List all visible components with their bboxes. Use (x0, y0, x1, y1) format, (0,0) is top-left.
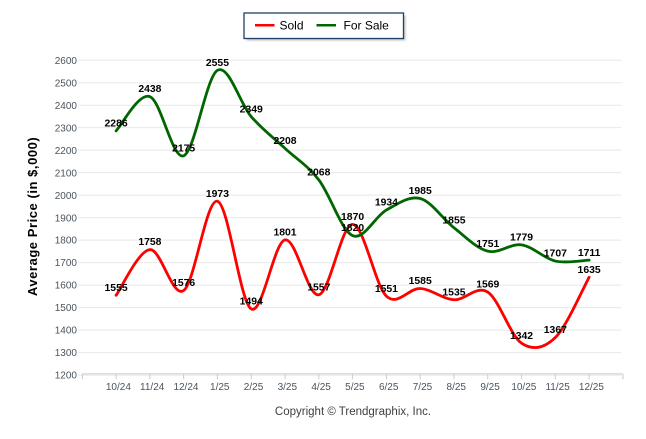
svg-text:1700: 1700 (55, 258, 78, 269)
svg-text:2600: 2600 (55, 56, 78, 67)
svg-text:1585: 1585 (409, 276, 432, 287)
svg-text:11/25: 11/25 (545, 382, 570, 393)
svg-text:For Sale: For Sale (344, 19, 390, 33)
svg-text:Copyright © Trendgraphix, Inc.: Copyright © Trendgraphix, Inc. (275, 406, 431, 418)
svg-text:9/25: 9/25 (480, 382, 500, 393)
svg-text:2400: 2400 (55, 101, 78, 112)
svg-text:1900: 1900 (55, 213, 78, 224)
svg-text:1855: 1855 (442, 215, 465, 226)
svg-text:10/25: 10/25 (511, 382, 536, 393)
svg-text:1576: 1576 (172, 278, 195, 289)
svg-text:2000: 2000 (55, 191, 78, 202)
svg-text:2500: 2500 (55, 78, 78, 89)
svg-text:1985: 1985 (409, 186, 432, 197)
svg-text:1300: 1300 (55, 348, 78, 359)
svg-text:Average Price (in $,000): Average Price (in $,000) (25, 137, 40, 296)
svg-text:1367: 1367 (544, 325, 567, 336)
svg-text:1551: 1551 (375, 284, 398, 295)
svg-text:1934: 1934 (375, 198, 398, 209)
svg-text:Sold: Sold (280, 19, 304, 33)
svg-text:6/25: 6/25 (379, 382, 399, 393)
svg-text:12/24: 12/24 (173, 382, 198, 393)
svg-text:1801: 1801 (273, 228, 296, 239)
svg-text:1973: 1973 (206, 189, 229, 200)
svg-text:10/24: 10/24 (106, 382, 131, 393)
svg-text:1820: 1820 (341, 223, 364, 234)
svg-text:3/25: 3/25 (278, 382, 298, 393)
svg-text:1779: 1779 (510, 232, 533, 243)
svg-text:1707: 1707 (544, 249, 567, 260)
svg-text:1800: 1800 (55, 236, 78, 247)
svg-text:1400: 1400 (55, 326, 78, 337)
svg-text:1751: 1751 (476, 239, 499, 250)
svg-text:2100: 2100 (55, 168, 78, 179)
svg-text:1342: 1342 (510, 331, 533, 342)
svg-text:5/25: 5/25 (345, 382, 365, 393)
svg-text:1758: 1758 (138, 237, 161, 248)
svg-text:2068: 2068 (307, 167, 330, 178)
svg-text:1555: 1555 (105, 283, 128, 294)
svg-text:1870: 1870 (341, 212, 364, 223)
svg-text:1635: 1635 (578, 265, 601, 276)
svg-text:1711: 1711 (578, 248, 601, 259)
svg-text:1200: 1200 (55, 371, 78, 382)
svg-text:1557: 1557 (307, 282, 330, 293)
svg-text:7/25: 7/25 (413, 382, 433, 393)
svg-text:2286: 2286 (105, 118, 128, 129)
svg-text:1600: 1600 (55, 281, 78, 292)
svg-text:2/25: 2/25 (244, 382, 264, 393)
svg-text:2349: 2349 (240, 104, 263, 115)
svg-text:2300: 2300 (55, 123, 78, 134)
svg-text:2555: 2555 (206, 58, 229, 69)
svg-text:2438: 2438 (138, 84, 161, 95)
svg-text:1500: 1500 (55, 303, 78, 314)
svg-text:1494: 1494 (240, 297, 263, 308)
svg-text:8/25: 8/25 (447, 382, 467, 393)
svg-text:1569: 1569 (476, 280, 499, 291)
svg-text:1/25: 1/25 (210, 382, 230, 393)
svg-text:4/25: 4/25 (311, 382, 331, 393)
svg-text:2208: 2208 (273, 136, 296, 147)
svg-text:12/25: 12/25 (579, 382, 604, 393)
svg-text:11/24: 11/24 (140, 382, 165, 393)
svg-text:2200: 2200 (55, 146, 78, 157)
svg-text:2175: 2175 (172, 143, 195, 154)
svg-text:1535: 1535 (442, 287, 465, 298)
